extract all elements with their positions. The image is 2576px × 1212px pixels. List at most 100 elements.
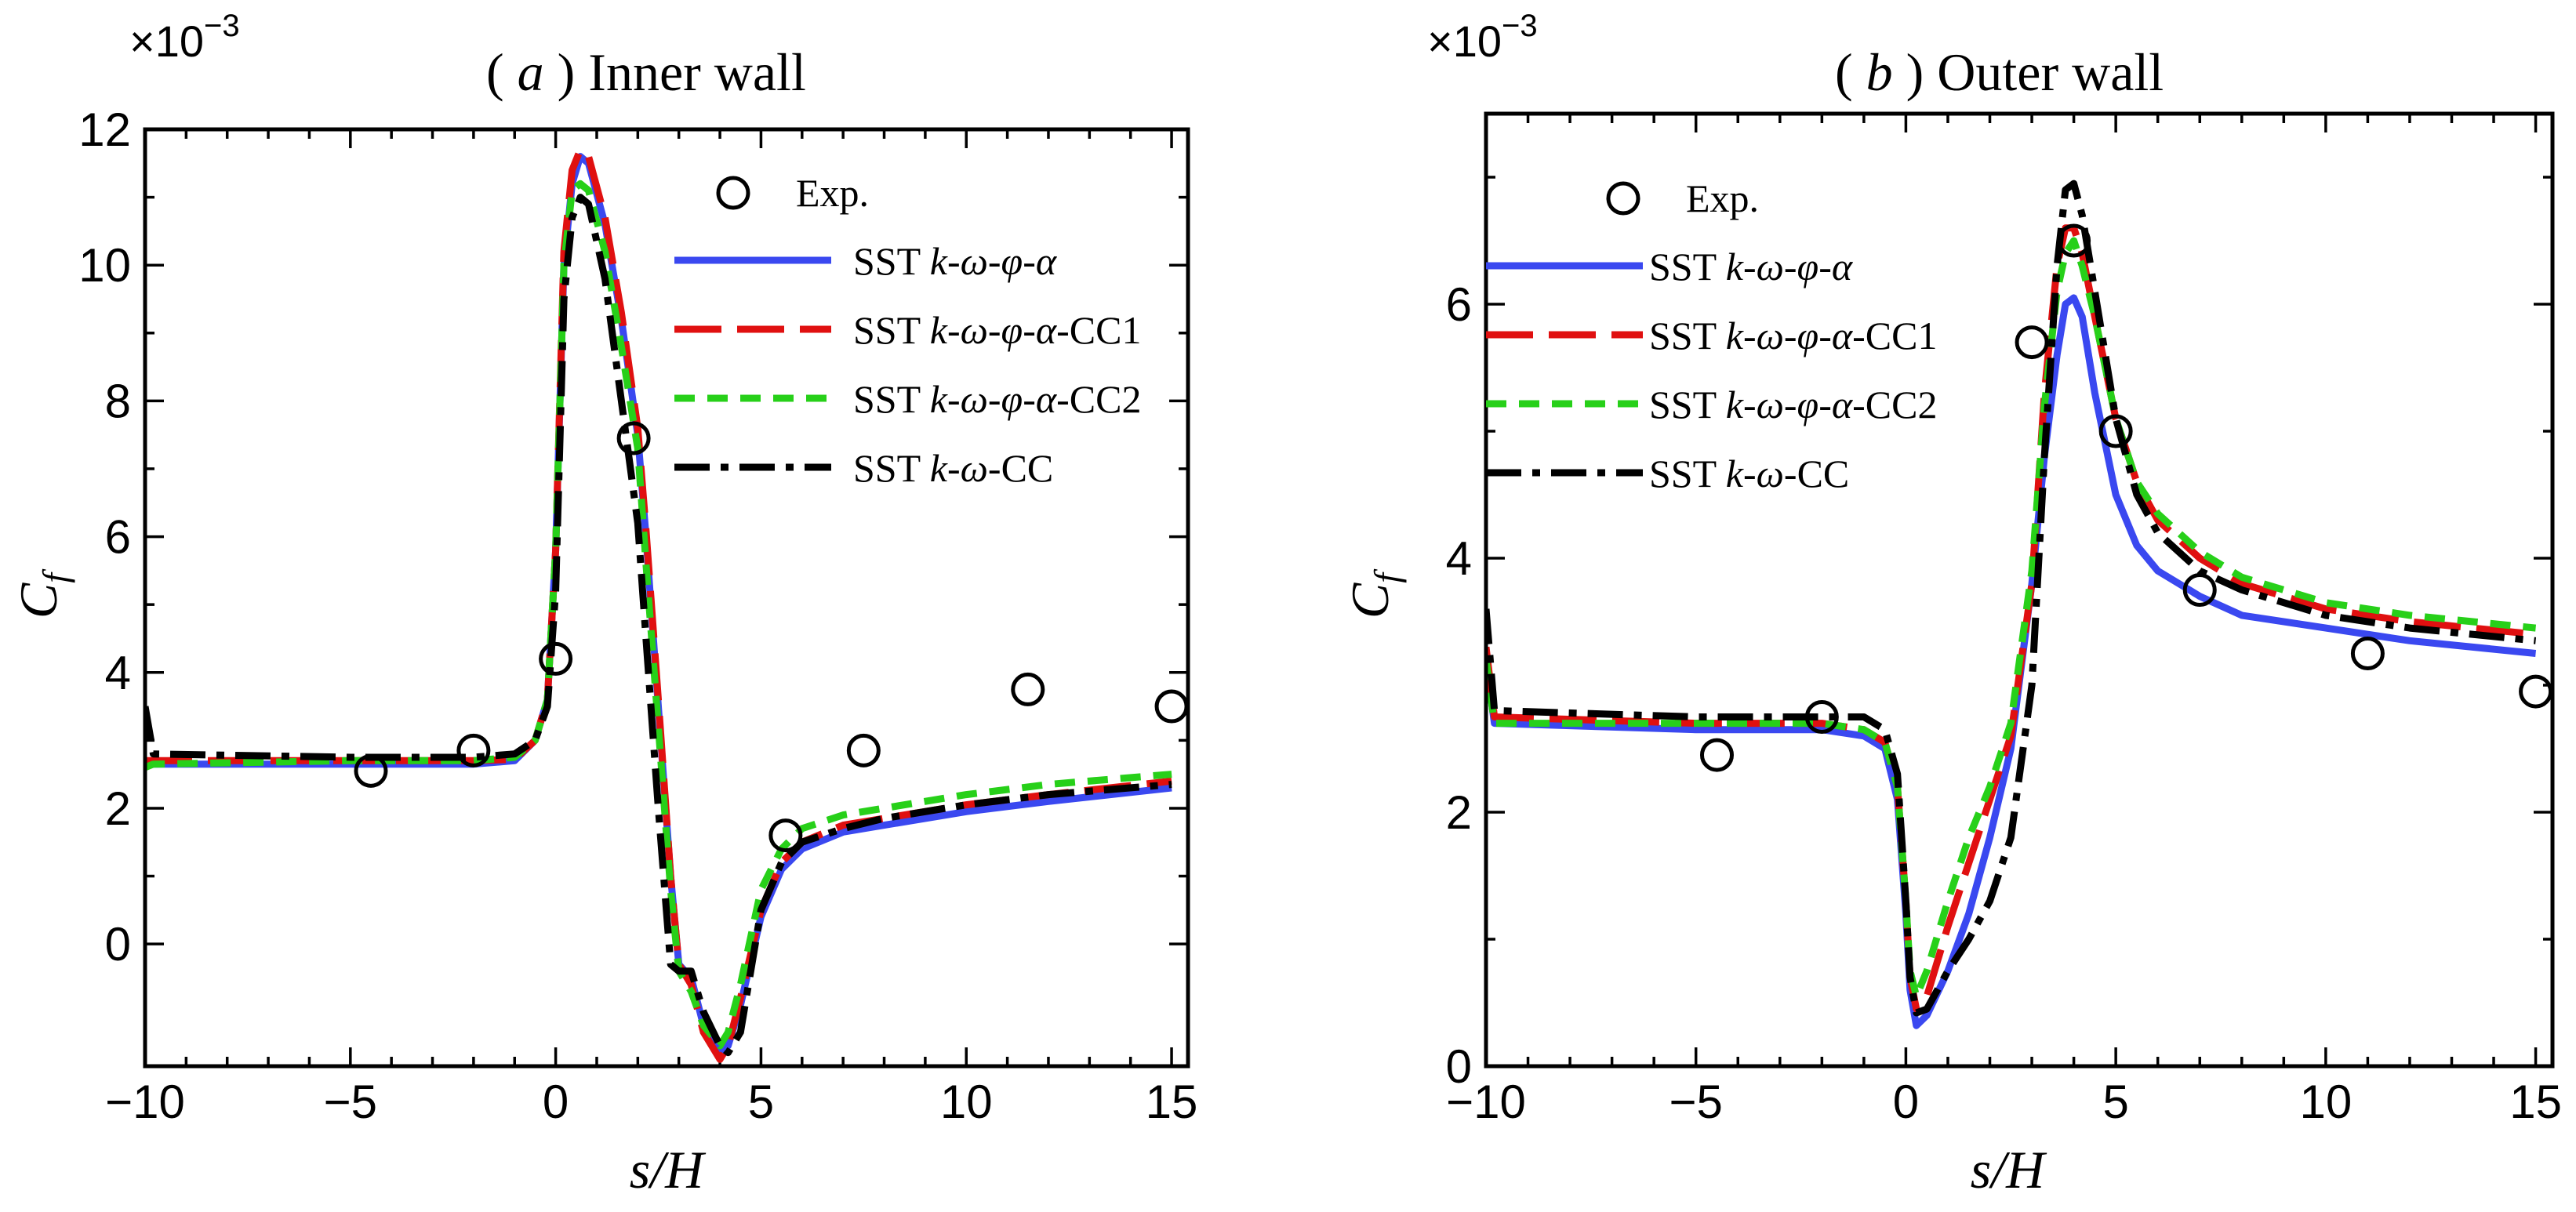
series-line-sst-k-cc: [1486, 180, 2537, 1017]
y-tick-label: 10: [78, 239, 131, 292]
exp-data-point: [2015, 325, 2049, 360]
legend-label-italic: k-ω-φ-α: [930, 308, 1058, 352]
legend-label-suffix: -CC: [1784, 452, 1849, 495]
y-multiplier-base: ×10: [1427, 16, 1502, 66]
legend-label-suffix: -CC1: [1056, 308, 1141, 352]
x-tick-label: 0: [1893, 1076, 1919, 1128]
series-line-sst-k-cc2: [1486, 237, 2537, 1000]
y-tick-label: 12: [78, 103, 131, 156]
plot-frame: [143, 127, 1190, 1069]
exp-data-point: [616, 421, 651, 455]
y-tick-label: 0: [1446, 1040, 1472, 1093]
y-multiplier-base: ×10: [129, 16, 204, 66]
x-tick-label: 0: [543, 1076, 569, 1128]
exp-data-point: [456, 733, 491, 767]
panel-title-prefix: (: [1835, 42, 1866, 102]
exp-data-point: [2057, 223, 2091, 258]
y-axis-title-main: C: [9, 582, 68, 619]
y-tick-label: 2: [1446, 786, 1472, 839]
y-tick-label: 4: [105, 647, 131, 699]
exp-data-point: [2098, 414, 2133, 448]
y-tick-label: 8: [105, 375, 131, 427]
legend-label-2: SST k-ω-φ-α-CC2: [853, 377, 1141, 421]
x-axis-title: s/H: [630, 1140, 707, 1199]
legend-label-prefix: SST: [853, 308, 930, 352]
x-tick-label: −5: [324, 1076, 377, 1128]
exp-data-point: [2182, 573, 2217, 607]
legend-label-suffix: -CC2: [1852, 383, 1937, 426]
x-tick-label: −5: [1669, 1076, 1723, 1128]
x-tick-label: −10: [1446, 1076, 1526, 1128]
y-tick-label: 6: [1446, 278, 1472, 331]
legend-label-prefix: SST: [1649, 245, 1726, 288]
y-tick-label: 4: [1446, 532, 1472, 585]
x-tick-label: 5: [748, 1076, 774, 1128]
y-multiplier: ×10−3: [129, 9, 240, 66]
x-axis-title: s/H: [1971, 1140, 2047, 1199]
panel-title-letter: a: [518, 42, 544, 102]
legend-label-suffix: -CC: [988, 446, 1053, 490]
legend-label-prefix: SST: [853, 377, 930, 421]
panel-title-letter: b: [1866, 42, 1893, 102]
series-group: [1486, 180, 2537, 1029]
y-tick-label: 2: [105, 782, 131, 835]
legend-label-italic: k-ω-φ-α: [930, 377, 1058, 421]
legend-label-prefix: SST: [1649, 383, 1726, 426]
panel-title-suffix: ) Outer wall: [1893, 42, 2164, 102]
panel-title-suffix: ) Inner wall: [544, 42, 806, 102]
legend-label-italic: k-ω: [1726, 452, 1784, 495]
legend-label-2: SST k-ω-φ-α-CC2: [1649, 383, 1937, 426]
plot-frame: [1484, 111, 2555, 1069]
legend-label-suffix: -CC1: [1852, 314, 1937, 357]
legend-label-3: SST k-ω-CC: [853, 446, 1053, 490]
x-tick-label: 5: [2102, 1076, 2128, 1128]
y-tick-label: 6: [105, 511, 131, 564]
legend-label-0: SST k-ω-φ-α: [1649, 245, 1854, 288]
legend-label-prefix: SST: [853, 239, 930, 283]
y-axis-title-main: C: [1340, 582, 1400, 619]
x-tick-label: 15: [2509, 1076, 2562, 1128]
legend-label-italic: k-ω-φ-α: [1726, 383, 1854, 426]
legend-exp-marker: [1606, 181, 1640, 216]
legend-exp-label: Exp.: [796, 171, 869, 215]
exp-data-point: [1699, 738, 1734, 772]
y-multiplier: ×10−3: [1427, 9, 1538, 66]
exp-data-point: [2350, 637, 2385, 670]
x-tick-label: 15: [1146, 1076, 1198, 1128]
panel-title: ( b ) Outer wall: [1835, 42, 2164, 102]
exp-data-point: [354, 753, 388, 788]
panel-title-prefix: (: [486, 42, 518, 102]
legend-label-italic: k-ω-φ-α: [930, 239, 1058, 283]
legend-label-prefix: SST: [1649, 452, 1726, 495]
x-tick-label: 10: [2299, 1076, 2352, 1128]
x-tick-label: −10: [105, 1076, 185, 1128]
y-axis-title: Cf: [1340, 568, 1407, 619]
exp-data-point: [768, 818, 803, 853]
legend-label-1: SST k-ω-φ-α-CC1: [1649, 314, 1937, 357]
x-tick-label: 10: [940, 1076, 993, 1128]
legend-label-prefix: SST: [853, 446, 930, 490]
legend-label-italic: k-ω-φ-α: [1726, 245, 1854, 288]
exp-data-point: [1804, 700, 1839, 734]
exp-data-point: [1011, 672, 1045, 706]
panel-title: ( a ) Inner wall: [486, 42, 806, 102]
exp-data-point: [846, 733, 881, 767]
legend-label-italic: k-ω-φ-α: [1726, 314, 1854, 357]
y-multiplier-exponent: −3: [204, 9, 240, 43]
legend-label-3: SST k-ω-CC: [1649, 452, 1849, 495]
legend-label-1: SST k-ω-φ-α-CC1: [853, 308, 1141, 352]
exp-data-point: [539, 641, 573, 676]
legend-label-0: SST k-ω-φ-α: [853, 239, 1058, 283]
y-tick-label: 0: [105, 918, 131, 971]
y-multiplier-exponent: −3: [1502, 9, 1538, 43]
legend-exp-label: Exp.: [1686, 176, 1759, 220]
legend-label-prefix: SST: [1649, 314, 1726, 357]
legend-label-suffix: -CC2: [1056, 377, 1141, 421]
legend-label-italic: k-ω: [930, 446, 988, 490]
